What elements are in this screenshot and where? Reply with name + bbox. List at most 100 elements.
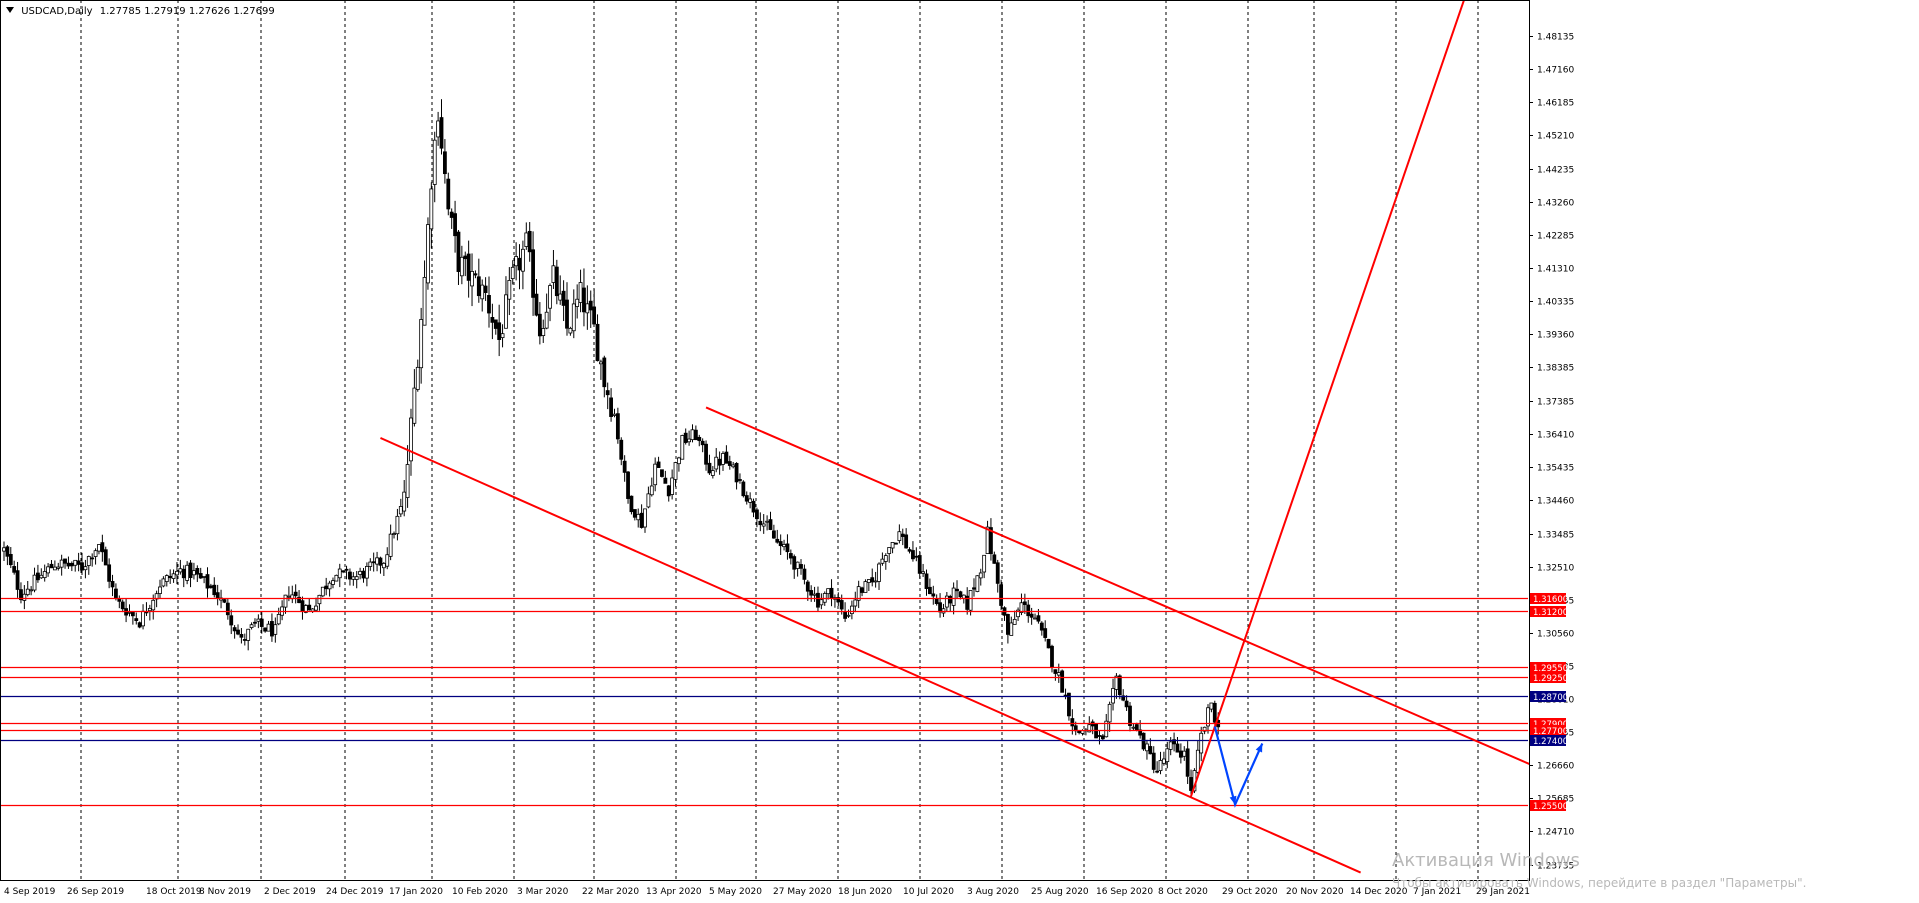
candle-body: [23, 594, 26, 600]
candle-body: [532, 250, 535, 298]
x-tick-label: 13 Apr 2020: [646, 887, 702, 897]
candle-body: [491, 317, 494, 322]
candle-body: [464, 256, 467, 259]
candle-body: [365, 566, 368, 578]
candle-body: [681, 435, 684, 459]
candle-body: [70, 563, 73, 565]
x-tick-label: 26 Sep 2019: [67, 887, 124, 897]
candle-body: [735, 463, 738, 482]
candle-body: [342, 571, 345, 572]
candle-body: [311, 609, 314, 611]
candle-body: [840, 600, 843, 609]
candle-body: [359, 571, 362, 574]
candle-body: [315, 606, 318, 610]
candle-body: [1027, 605, 1030, 616]
candle-body: [1101, 736, 1104, 739]
candle-body: [518, 258, 521, 270]
level-label: 1.27400: [1533, 737, 1568, 747]
candle-body: [640, 513, 643, 527]
candle-body: [894, 543, 897, 544]
projection-arrow: [1215, 727, 1263, 805]
candle-body: [521, 249, 524, 271]
candle-body: [182, 569, 185, 577]
candle-body: [772, 531, 775, 538]
candle-body: [60, 560, 63, 567]
candle-body: [874, 581, 877, 582]
candle-body: [406, 465, 409, 498]
trendline-channel-lower: [380, 438, 1360, 873]
candle-body: [627, 472, 630, 499]
candle-body: [138, 623, 141, 627]
candle-body: [47, 567, 50, 573]
candle-body: [440, 118, 443, 149]
candle-body: [135, 619, 138, 621]
candle-body: [447, 179, 450, 209]
candle-body: [708, 463, 711, 473]
candle-body: [949, 596, 952, 603]
y-tick-label: 1.42285: [1537, 232, 1574, 242]
projection-path: [1215, 727, 1263, 805]
candle-body: [647, 494, 650, 507]
candle-body: [701, 441, 704, 444]
candle-body: [335, 575, 338, 581]
candle-body: [13, 566, 16, 572]
candle-body: [196, 568, 199, 574]
level-label: 1.31200: [1533, 608, 1568, 618]
candle-body: [33, 575, 36, 590]
candle-body: [328, 583, 331, 589]
candle-body: [321, 587, 324, 596]
candle-body: [101, 543, 104, 552]
horizontal-levels: [0, 599, 1528, 806]
candle-body: [549, 286, 552, 309]
candle-body: [108, 565, 111, 582]
candle-body: [725, 452, 728, 463]
candle-body: [203, 576, 206, 577]
candle-body: [192, 571, 195, 575]
candle-body: [508, 280, 511, 299]
candle-body: [922, 572, 925, 574]
candle-body: [827, 589, 830, 594]
candle-body: [362, 571, 365, 578]
dropdown-triangle-icon[interactable]: [6, 7, 14, 13]
candle-body: [722, 453, 725, 464]
trendlines: [380, 0, 1537, 873]
candle-body: [389, 534, 392, 556]
candle-body: [803, 569, 806, 579]
y-tick-label: 1.40335: [1537, 298, 1574, 308]
candle-body: [484, 286, 487, 293]
candle-body: [84, 567, 87, 570]
candle-body: [1013, 619, 1016, 624]
x-tick-label: 25 Aug 2020: [1031, 887, 1089, 897]
candle-body: [820, 600, 823, 605]
candle-body: [416, 367, 419, 389]
candle-body: [935, 598, 938, 603]
candle-body: [257, 619, 260, 621]
candle-body: [1000, 585, 1003, 606]
candle-body: [742, 482, 745, 496]
y-tick-label: 1.35435: [1537, 464, 1574, 474]
candle-body: [1128, 706, 1131, 726]
candle-body: [253, 622, 256, 623]
candle-body: [861, 588, 864, 593]
candle-body: [545, 312, 548, 328]
candle-body: [97, 545, 100, 552]
candle-body: [623, 461, 626, 472]
ohlc-values: 1.27785 1.27919 1.27626 1.27699: [100, 6, 275, 17]
candle-body: [294, 592, 297, 595]
candle-body: [844, 611, 847, 618]
candle-body: [111, 581, 114, 587]
candle-body: [487, 295, 490, 313]
candle-body: [233, 628, 236, 631]
candle-body: [1145, 744, 1148, 751]
candle-body: [1200, 733, 1203, 753]
candle-body: [301, 601, 304, 611]
candle-body: [1213, 703, 1216, 722]
candle-body: [956, 589, 959, 590]
candle-body: [925, 574, 928, 589]
candle-body: [1196, 750, 1199, 772]
candle-body: [535, 294, 538, 315]
candle-body: [36, 573, 39, 580]
